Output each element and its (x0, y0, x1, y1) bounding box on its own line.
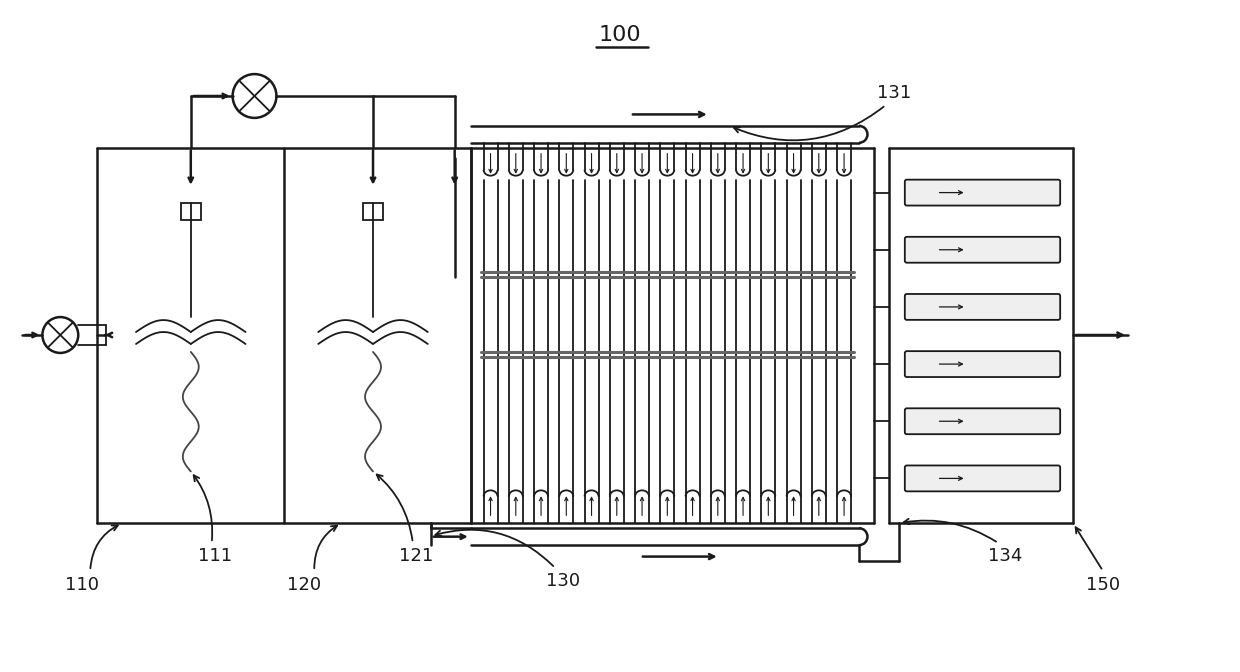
FancyBboxPatch shape (905, 179, 1060, 206)
FancyBboxPatch shape (905, 237, 1060, 263)
Text: 131: 131 (877, 84, 911, 102)
Text: 134: 134 (988, 547, 1023, 565)
Text: 121: 121 (399, 547, 433, 565)
Text: 120: 120 (288, 576, 321, 594)
Text: 100: 100 (599, 26, 641, 45)
FancyBboxPatch shape (905, 294, 1060, 320)
Text: 111: 111 (197, 547, 232, 565)
Text: 150: 150 (1086, 576, 1120, 594)
FancyBboxPatch shape (905, 466, 1060, 491)
FancyBboxPatch shape (905, 351, 1060, 377)
FancyBboxPatch shape (905, 409, 1060, 434)
Text: 110: 110 (66, 576, 99, 594)
FancyBboxPatch shape (181, 202, 201, 220)
Text: 130: 130 (546, 572, 580, 590)
FancyBboxPatch shape (363, 202, 383, 220)
